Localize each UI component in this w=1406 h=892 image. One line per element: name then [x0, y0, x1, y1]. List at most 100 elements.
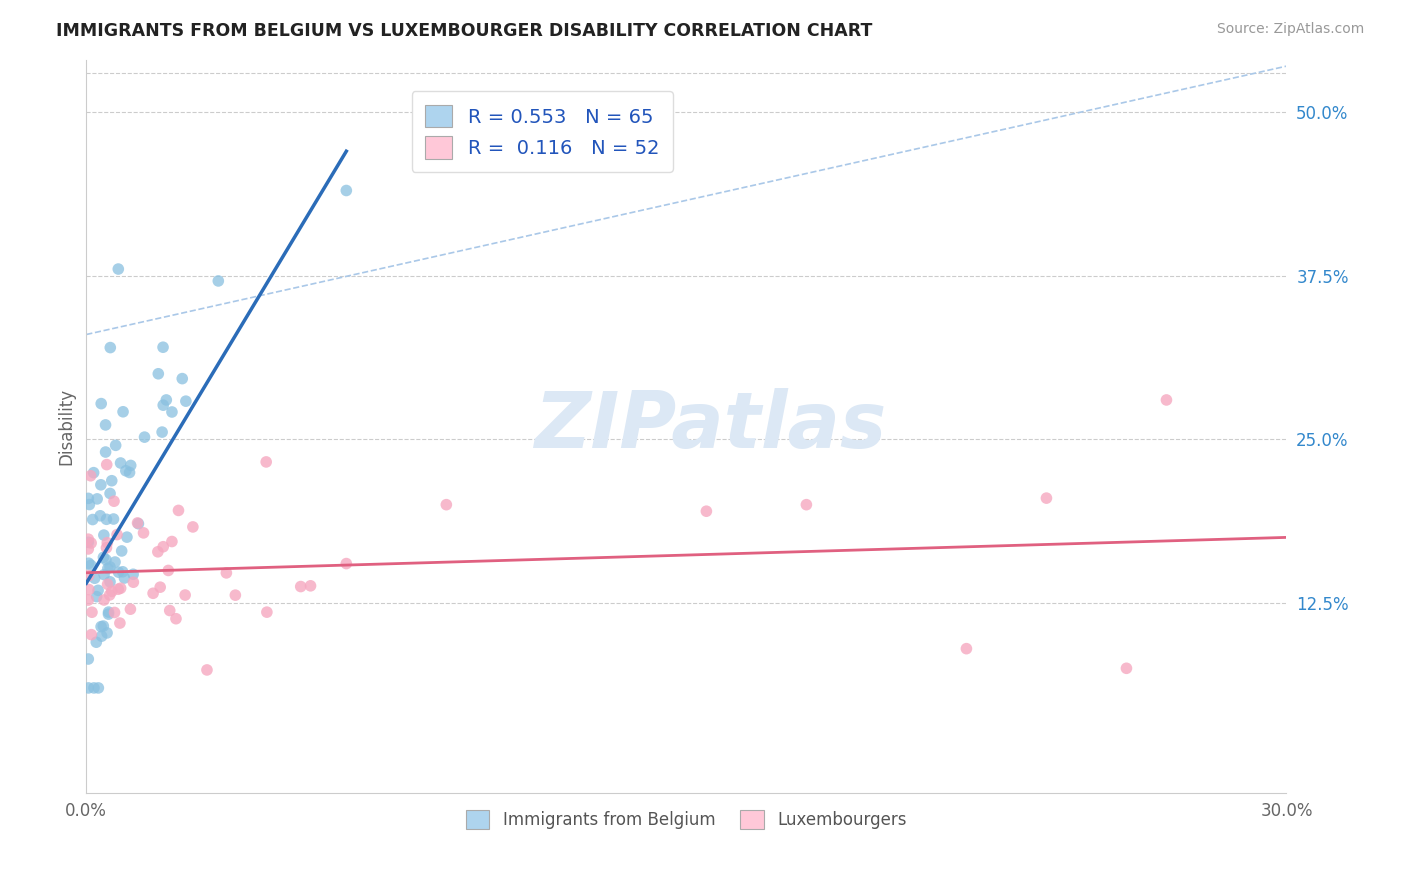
Point: [1035, 491, 1057, 505]
Legend: Immigrants from Belgium, Luxembourgers: Immigrants from Belgium, Luxembourgers: [460, 803, 914, 836]
Point: [120, 602, 142, 616]
Point: [335, 557, 357, 571]
Point: [83, 466, 105, 480]
Point: [110, 456, 132, 470]
Point: [160, 534, 183, 549]
Point: [97, 577, 120, 591]
Point: [152, 398, 174, 412]
Point: [97, 561, 120, 575]
Point: [104, 555, 127, 569]
Point: [152, 340, 174, 354]
Point: [83, 681, 105, 695]
Point: [256, 605, 278, 619]
Point: [146, 545, 169, 559]
Point: [149, 580, 172, 594]
Point: [97, 607, 120, 621]
Point: [103, 606, 125, 620]
Point: [132, 525, 155, 540]
Point: [94, 445, 117, 459]
Point: [159, 603, 181, 617]
Point: [118, 466, 141, 480]
Point: [120, 458, 142, 473]
Point: [103, 494, 125, 508]
Point: [165, 612, 187, 626]
Point: [122, 575, 145, 590]
Point: [104, 438, 127, 452]
Point: [77, 556, 100, 570]
Point: [83, 571, 105, 585]
Point: [77, 593, 100, 607]
Point: [98, 588, 121, 602]
Point: [80, 536, 103, 550]
Point: [101, 584, 124, 599]
Point: [111, 565, 134, 579]
Point: [80, 605, 103, 619]
Point: [90, 629, 112, 643]
Point: [98, 341, 121, 355]
Point: [174, 588, 197, 602]
Point: [77, 532, 100, 546]
Point: [77, 568, 100, 582]
Point: [335, 184, 357, 198]
Point: [80, 628, 103, 642]
Point: [172, 371, 194, 385]
Point: [77, 582, 100, 597]
Point: [97, 605, 120, 619]
Point: [174, 394, 197, 409]
Point: [94, 552, 117, 566]
Point: [157, 564, 180, 578]
Point: [181, 520, 204, 534]
Point: [155, 392, 177, 407]
Point: [107, 262, 129, 277]
Point: [215, 566, 238, 580]
Point: [150, 425, 173, 439]
Point: [89, 508, 111, 523]
Point: [1115, 661, 1137, 675]
Point: [77, 652, 100, 666]
Point: [100, 474, 122, 488]
Point: [254, 455, 277, 469]
Point: [127, 516, 149, 530]
Point: [112, 405, 135, 419]
Point: [207, 274, 229, 288]
Point: [955, 641, 977, 656]
Point: [77, 491, 100, 506]
Point: [167, 503, 190, 517]
Point: [107, 565, 129, 579]
Point: [79, 468, 101, 483]
Point: [142, 586, 165, 600]
Point: [94, 417, 117, 432]
Point: [93, 528, 115, 542]
Point: [111, 544, 134, 558]
Point: [152, 540, 174, 554]
Y-axis label: Disability: Disability: [58, 387, 75, 465]
Text: IMMIGRANTS FROM BELGIUM VS LUXEMBOURGER DISABILITY CORRELATION CHART: IMMIGRANTS FROM BELGIUM VS LUXEMBOURGER …: [56, 22, 873, 40]
Point: [96, 458, 118, 472]
Point: [87, 681, 110, 695]
Point: [695, 504, 717, 518]
Point: [299, 579, 322, 593]
Point: [90, 619, 112, 633]
Point: [77, 681, 100, 695]
Point: [290, 580, 312, 594]
Point: [796, 498, 818, 512]
Point: [108, 616, 131, 631]
Point: [160, 405, 183, 419]
Point: [77, 535, 100, 549]
Point: [86, 590, 108, 604]
Point: [98, 486, 121, 500]
Point: [195, 663, 218, 677]
Point: [115, 530, 138, 544]
Text: Source: ZipAtlas.com: Source: ZipAtlas.com: [1216, 22, 1364, 37]
Point: [90, 396, 112, 410]
Point: [93, 593, 115, 607]
Point: [77, 541, 100, 556]
Point: [98, 560, 121, 574]
Point: [122, 567, 145, 582]
Point: [82, 512, 104, 526]
Point: [127, 516, 149, 531]
Point: [96, 535, 118, 549]
Point: [134, 430, 156, 444]
Point: [93, 550, 115, 565]
Point: [103, 512, 125, 526]
